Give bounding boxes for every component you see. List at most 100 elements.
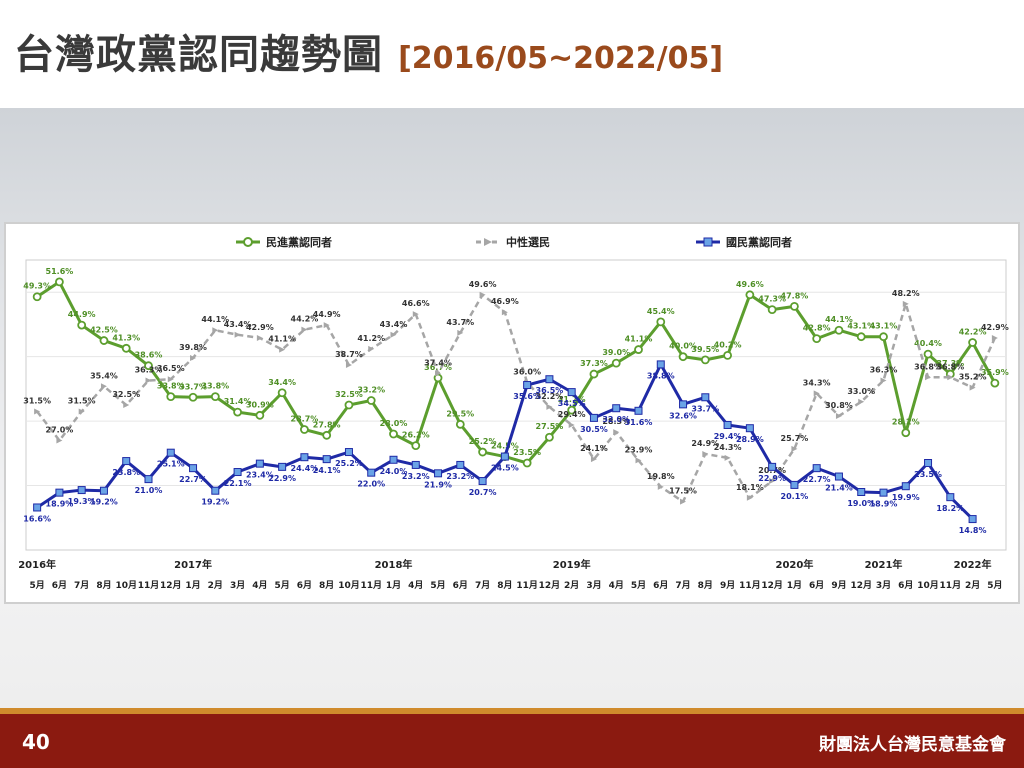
data-point-dpp bbox=[255, 410, 265, 420]
x-tick-label: 8月 bbox=[497, 580, 512, 591]
legend-label: 國民黨認同者 bbox=[726, 235, 792, 249]
x-year-label: 2018年 bbox=[375, 558, 413, 571]
data-point-neutral bbox=[902, 300, 909, 307]
data-label-neutral: 25.7% bbox=[781, 434, 809, 443]
data-point-dpp bbox=[901, 428, 911, 438]
x-year-label: 2017年 bbox=[174, 558, 212, 571]
data-point-kmt bbox=[679, 400, 688, 409]
data-point-neutral bbox=[78, 408, 85, 415]
data-label-kmt: 18.2% bbox=[936, 504, 964, 513]
data-label-neutral: 24.3% bbox=[714, 443, 742, 452]
data-point-kmt bbox=[634, 406, 643, 415]
data-label-kmt: 36.5% bbox=[536, 386, 564, 395]
data-point-kmt bbox=[211, 486, 220, 495]
data-label-kmt: 21.4% bbox=[825, 484, 853, 493]
x-tick-label: 5月 bbox=[631, 580, 646, 591]
data-point-kmt bbox=[411, 460, 420, 469]
data-point-dpp bbox=[589, 369, 599, 379]
data-point-dpp bbox=[990, 378, 1000, 388]
data-point-dpp bbox=[300, 425, 309, 434]
data-label-neutral: 18.1% bbox=[736, 483, 764, 492]
data-point-dpp bbox=[344, 400, 354, 410]
data-point-kmt bbox=[857, 488, 866, 496]
data-label-neutral: 35.4% bbox=[90, 371, 118, 380]
data-label-neutral: 42.9% bbox=[246, 323, 274, 332]
data-label-dpp: 42.8% bbox=[803, 324, 831, 333]
data-label-neutral: 29.4% bbox=[558, 410, 586, 419]
data-label-dpp: 41.1% bbox=[625, 335, 653, 344]
data-label-neutral: 46.9% bbox=[491, 297, 519, 306]
data-label-kmt: 34.5% bbox=[558, 399, 586, 408]
data-label-dpp: 25.2% bbox=[469, 437, 497, 446]
data-label-neutral: 23.9% bbox=[625, 445, 653, 454]
x-tick-label: 7月 bbox=[74, 580, 89, 591]
data-point-dpp bbox=[411, 441, 421, 451]
x-tick-label: 4月 bbox=[252, 580, 267, 591]
data-label-kmt: 33.7% bbox=[691, 404, 719, 413]
data-label-dpp: 42.2% bbox=[959, 327, 987, 336]
data-label-neutral: 36.5% bbox=[157, 364, 185, 373]
data-label-kmt: 24.0% bbox=[380, 467, 408, 476]
data-point-kmt bbox=[77, 486, 86, 495]
data-point-dpp bbox=[834, 325, 844, 335]
x-tick-label: 1月 bbox=[386, 580, 401, 591]
data-label-kmt: 16.6% bbox=[23, 514, 51, 523]
data-point-dpp bbox=[656, 317, 666, 327]
data-label-dpp: 40.0% bbox=[669, 342, 697, 351]
data-point-kmt bbox=[144, 475, 153, 484]
data-point-kmt bbox=[278, 462, 287, 471]
data-point-neutral bbox=[412, 311, 419, 318]
data-point-neutral bbox=[279, 346, 286, 353]
x-tick-label: 10月 bbox=[917, 580, 939, 591]
data-label-dpp: 43.1% bbox=[847, 322, 875, 331]
data-point-kmt bbox=[166, 448, 175, 457]
data-point-dpp bbox=[723, 350, 732, 360]
data-point-kmt bbox=[723, 420, 732, 429]
x-year-label: 2019年 bbox=[553, 558, 591, 571]
party-identification-line-chart: 5月 6月 7月 8月 10月 11月 12月 1月 2月 3月 4月 5月 6月 8月 10月 11月 1月 4… bbox=[18, 235, 1009, 591]
data-label-neutral: 31.5% bbox=[23, 396, 51, 405]
x-tick-label: 7月 bbox=[475, 580, 490, 591]
data-label-neutral: 32.2% bbox=[536, 392, 564, 401]
data-point-neutral bbox=[323, 322, 330, 329]
data-label-kmt: 22.0% bbox=[357, 480, 385, 489]
data-point-neutral bbox=[835, 412, 842, 419]
data-label-kmt: 22.9% bbox=[268, 474, 296, 483]
data-label-kmt: 25.2% bbox=[335, 459, 363, 468]
data-label-kmt: 22.9% bbox=[758, 474, 786, 483]
x-tick-label: 11月 bbox=[739, 580, 761, 591]
data-point-dpp bbox=[812, 334, 822, 344]
data-label-dpp: 34.4% bbox=[268, 378, 296, 387]
data-point-neutral bbox=[501, 309, 508, 316]
data-label-kmt: 29.4% bbox=[714, 432, 742, 441]
x-tick-label: 6月 bbox=[809, 580, 824, 591]
data-label-dpp: 44.1% bbox=[825, 315, 853, 324]
data-point-neutral bbox=[100, 383, 107, 390]
data-point-kmt bbox=[523, 381, 532, 390]
legend-marker bbox=[484, 238, 492, 246]
data-point-neutral bbox=[680, 498, 687, 505]
data-label-dpp: 28.7% bbox=[291, 414, 319, 423]
data-label-dpp: 33.8% bbox=[201, 382, 229, 391]
data-label-kmt: 24.1% bbox=[313, 466, 341, 475]
data-label-dpp: 27.8% bbox=[313, 420, 341, 429]
data-label-dpp: 51.6% bbox=[46, 267, 74, 276]
x-tick-label: 6月 bbox=[52, 580, 67, 591]
data-point-neutral bbox=[724, 454, 731, 461]
data-label-dpp: 47.8% bbox=[781, 291, 809, 300]
data-point-dpp bbox=[277, 388, 287, 398]
data-label-neutral: 27.0% bbox=[46, 425, 74, 434]
data-label-neutral: 36.3% bbox=[870, 366, 898, 375]
data-label-neutral: 33.0% bbox=[847, 387, 875, 396]
data-point-neutral bbox=[546, 403, 553, 410]
legend-marker bbox=[243, 237, 253, 247]
data-point-neutral bbox=[123, 402, 130, 408]
data-point-kmt bbox=[367, 468, 376, 477]
chart-panel: 5月 6月 7月 8月 10月 11月 12月 1月 2月 3月 4月 5月 6月 8月 10月 11月 1月 4… bbox=[4, 222, 1020, 604]
footer-bar: 40 財團法人台灣民意基金會 bbox=[0, 708, 1024, 768]
x-year-label: 2022年 bbox=[954, 558, 992, 571]
data-point-dpp bbox=[567, 405, 577, 415]
data-label-kmt: 23.8% bbox=[112, 468, 140, 477]
data-label-neutral: 38.7% bbox=[335, 350, 363, 359]
x-tick-label: 4月 bbox=[408, 580, 423, 591]
